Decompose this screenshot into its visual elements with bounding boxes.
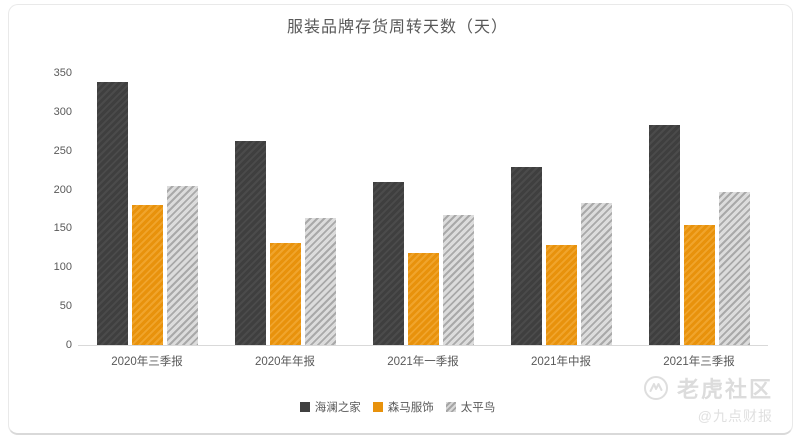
bar-海澜之家-2021年三季报 (648, 125, 680, 345)
legend-item-森马服饰: 森马服饰 (372, 399, 434, 415)
legend-label: 海澜之家 (314, 402, 361, 414)
watermark-brand: 老虎社区 (676, 377, 773, 402)
bar-太平鸟-2021年一季报 (442, 215, 474, 345)
y-tick-label: 250 (53, 144, 72, 157)
y-tick-label: 150 (53, 222, 72, 235)
bar-group-2021年中报: 2021年中报 (492, 73, 630, 368)
bar-太平鸟-2021年三季报 (718, 191, 750, 345)
x-axis-label: 2021年三季报 (663, 356, 735, 368)
y-tick-label: 100 (53, 261, 72, 274)
bar-太平鸟-2020年年报 (304, 217, 336, 345)
watermark: 老虎社区 @九点财报 (643, 372, 773, 426)
y-tick-label: 200 (53, 183, 72, 196)
bar-group-2021年三季报: 2021年三季报 (630, 73, 768, 368)
legend-item-海澜之家: 海澜之家 (299, 399, 361, 415)
x-axis-label: 2020年年报 (254, 356, 316, 368)
tiger-logo-icon (643, 376, 668, 400)
legend-swatch-icon (299, 402, 310, 412)
y-tick-label: 350 (53, 67, 72, 79)
bar-海澜之家-2021年一季报 (372, 181, 404, 345)
bar-森马服饰-2021年中报 (545, 244, 577, 345)
legend-item-太平鸟: 太平鸟 (445, 399, 496, 415)
watermark-handle: @九点财报 (697, 408, 773, 424)
legend-swatch-icon (445, 402, 456, 412)
legend-label: 森马服饰 (387, 402, 434, 414)
bar-海澜之家-2021年中报 (510, 167, 542, 345)
legend: 海澜之家 森马服饰 太平鸟 (0, 399, 795, 415)
legend-swatch-icon (372, 402, 383, 412)
bar-森马服饰-2020年三季报 (131, 205, 163, 345)
bar-海澜之家-2020年三季报 (96, 82, 128, 345)
x-axis-label: 2020年三季报 (111, 356, 183, 368)
bar-group-2020年年报: 2020年年报 (216, 73, 354, 368)
y-tick-label: 50 (59, 300, 72, 313)
y-tick-label: 0 (65, 339, 72, 351)
x-axis-label: 2021年中报 (530, 356, 592, 368)
bar-group-2021年一季报: 2021年一季报 (354, 73, 492, 368)
bar-海澜之家-2020年年报 (234, 141, 266, 345)
bar-森马服饰-2021年三季报 (683, 225, 715, 345)
bar-group-2020年三季报: 2020年三季报 (78, 73, 216, 368)
chart-title: 服装品牌存货周转天数（天） (286, 19, 508, 36)
x-axis-label: 2021年一季报 (387, 356, 459, 368)
bar-太平鸟-2020年三季报 (166, 185, 198, 345)
y-tick-label: 300 (53, 105, 72, 118)
bar-森马服饰-2021年一季报 (407, 253, 439, 345)
legend-label: 太平鸟 (460, 402, 496, 414)
bar-太平鸟-2021年中报 (580, 202, 612, 345)
bar-森马服饰-2020年年报 (269, 243, 301, 345)
plot-area: 2020年三季报 2020年年报 2021年一季报 2021年中报 2021年三季报 (78, 73, 768, 368)
